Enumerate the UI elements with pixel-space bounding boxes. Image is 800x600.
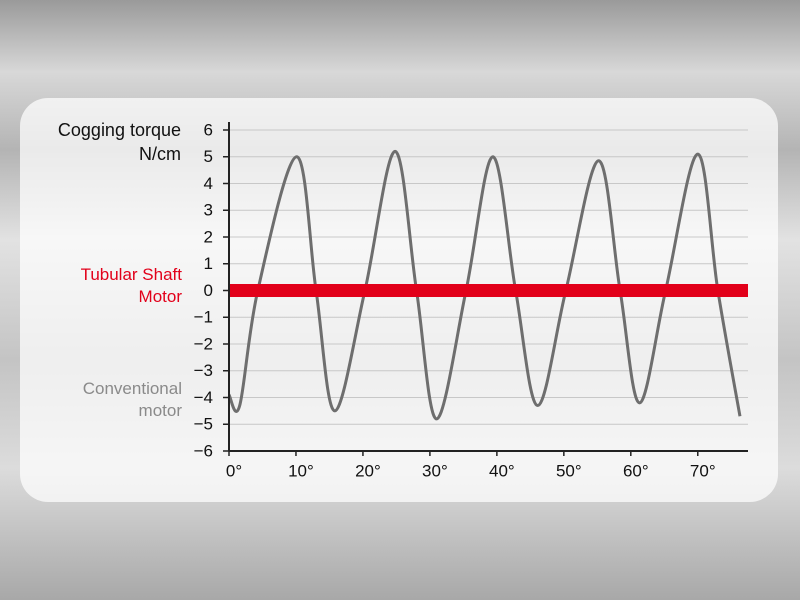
x-tick-label: 70° xyxy=(690,461,716,480)
series-line xyxy=(227,149,742,421)
y-tick-label: −4 xyxy=(194,388,213,407)
y-tick-label: −2 xyxy=(194,334,213,353)
x-tick-label: 60° xyxy=(623,461,649,480)
legend-label: Conventional motor xyxy=(82,379,182,420)
y-tick-label: 6 xyxy=(204,120,213,139)
x-tick-label: 40° xyxy=(489,461,515,480)
y-tick-label: 5 xyxy=(204,147,213,166)
x-tick-label: 30° xyxy=(422,461,448,480)
x-tick-label: 0° xyxy=(226,461,242,480)
y-tick-label: −1 xyxy=(194,308,213,327)
y-tick-label: 3 xyxy=(204,201,213,220)
x-tick-label: 10° xyxy=(288,461,314,480)
y-axis-title: Cogging torque xyxy=(58,120,181,140)
y-tick-label: 2 xyxy=(204,227,213,246)
y-axis-unit: N/cm xyxy=(139,144,181,164)
y-tick-label: 0 xyxy=(204,281,213,300)
y-tick-label: −5 xyxy=(194,415,213,434)
y-tick-label: −6 xyxy=(194,441,213,460)
y-tick-label: 4 xyxy=(204,174,213,193)
y-tick-label: −3 xyxy=(194,361,213,380)
panel xyxy=(20,98,778,502)
y-tick-label: 1 xyxy=(204,254,213,273)
x-tick-label: 50° xyxy=(556,461,582,480)
x-tick-label: 20° xyxy=(355,461,381,480)
legend-label: Tubular Shaft Motor xyxy=(80,265,182,306)
